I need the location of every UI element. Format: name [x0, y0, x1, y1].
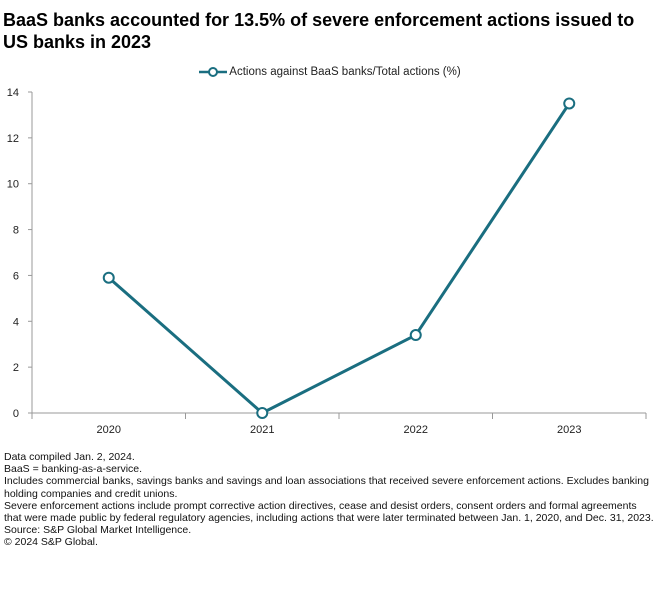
footnote-definition: Severe enforcement actions include promp…	[4, 499, 654, 525]
footnote-date: Data compiled Jan. 2, 2024.	[4, 451, 135, 463]
y-tick-label: 12	[7, 133, 19, 145]
y-tick-label: 6	[13, 270, 19, 282]
data-point	[563, 97, 576, 110]
legend: Actions against BaaS banks/Total actions…	[0, 66, 660, 81]
footnote-copyright: © 2024 S&P Global.	[4, 536, 98, 549]
footnote-scope: Includes commercial banks, savings banks…	[4, 475, 649, 500]
legend-item: Actions against BaaS banks/Total actions…	[199, 66, 461, 78]
data-point	[102, 271, 115, 284]
footnotes: Data compiled Jan. 2, 2024. BaaS = banki…	[4, 451, 656, 549]
footnote-source: Source: S&P Global Market Intelligence.	[4, 524, 192, 537]
y-tick-label: 8	[13, 225, 19, 237]
legend-label: Actions against BaaS banks/Total actions…	[229, 66, 461, 78]
y-tick-label: 0	[13, 408, 19, 420]
legend-line-marker-icon	[199, 67, 228, 77]
x-tick-label: 2023	[557, 424, 581, 436]
y-tick-label: 4	[13, 316, 19, 328]
y-tick-label: 10	[7, 179, 19, 191]
y-tick-label: 2	[13, 362, 19, 374]
x-tick-label: 2021	[250, 424, 274, 436]
y-tick-label: 14	[7, 87, 19, 99]
data-point	[256, 407, 269, 419]
x-tick-label: 2022	[404, 424, 428, 436]
data-point	[409, 329, 422, 342]
chart-title: BaaS banks accounted for 13.5% of severe…	[3, 10, 635, 52]
series-line	[107, 102, 571, 415]
x-tick-label: 2020	[97, 424, 121, 436]
footnote-abbreviation: BaaS = banking-as-a-service.	[4, 463, 143, 476]
line-chart: 0 2 4 6 8 10 12 14 2020 2021 2022 2023	[7, 87, 647, 436]
